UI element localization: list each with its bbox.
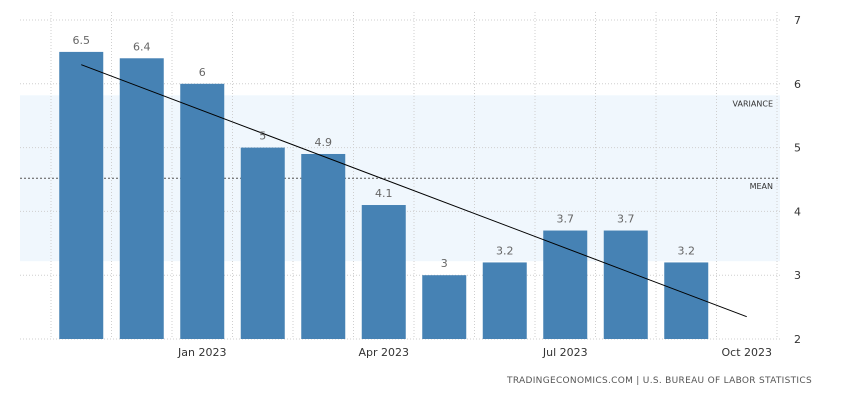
data-label: 3.2 — [678, 244, 696, 257]
x-tick-label: Oct 2023 — [721, 346, 772, 359]
data-label: 6.5 — [73, 34, 91, 47]
bar — [59, 51, 104, 340]
data-label: 4.9 — [315, 136, 333, 149]
data-label: 6 — [199, 66, 206, 79]
bar — [180, 83, 225, 339]
data-label: 3.7 — [617, 213, 635, 226]
trend-line — [81, 64, 747, 318]
bar — [664, 262, 709, 339]
y-tick-label: 5 — [794, 142, 801, 155]
source-attribution: TRADINGECONOMICS.COM | U.S. BUREAU OF LA… — [507, 376, 812, 386]
y-tick-label: 3 — [794, 269, 801, 282]
x-tick-label: Jul 2023 — [542, 346, 588, 359]
y-tick-label: 4 — [794, 205, 801, 218]
bar — [240, 147, 285, 339]
bar — [482, 262, 527, 339]
data-label: 3.2 — [496, 244, 514, 257]
data-label: 3.7 — [557, 213, 575, 226]
variance-annotation: VARIANCE — [733, 99, 773, 108]
data-label: 3 — [441, 257, 448, 270]
bar — [543, 230, 588, 339]
x-tick-label: Jan 2023 — [177, 346, 226, 359]
bar — [119, 58, 164, 339]
bar — [301, 153, 346, 339]
bar — [603, 230, 648, 339]
mean-annotation: MEAN — [750, 182, 773, 191]
y-tick-label: 6 — [794, 78, 801, 91]
y-tick-label: 2 — [794, 333, 801, 346]
y-tick-label: 7 — [794, 14, 801, 27]
data-label: 4.1 — [375, 187, 393, 200]
bar — [361, 205, 406, 339]
data-label: 5 — [259, 130, 266, 143]
bar — [422, 275, 467, 339]
x-tick-label: Apr 2023 — [358, 346, 409, 359]
data-label: 6.4 — [133, 40, 151, 53]
